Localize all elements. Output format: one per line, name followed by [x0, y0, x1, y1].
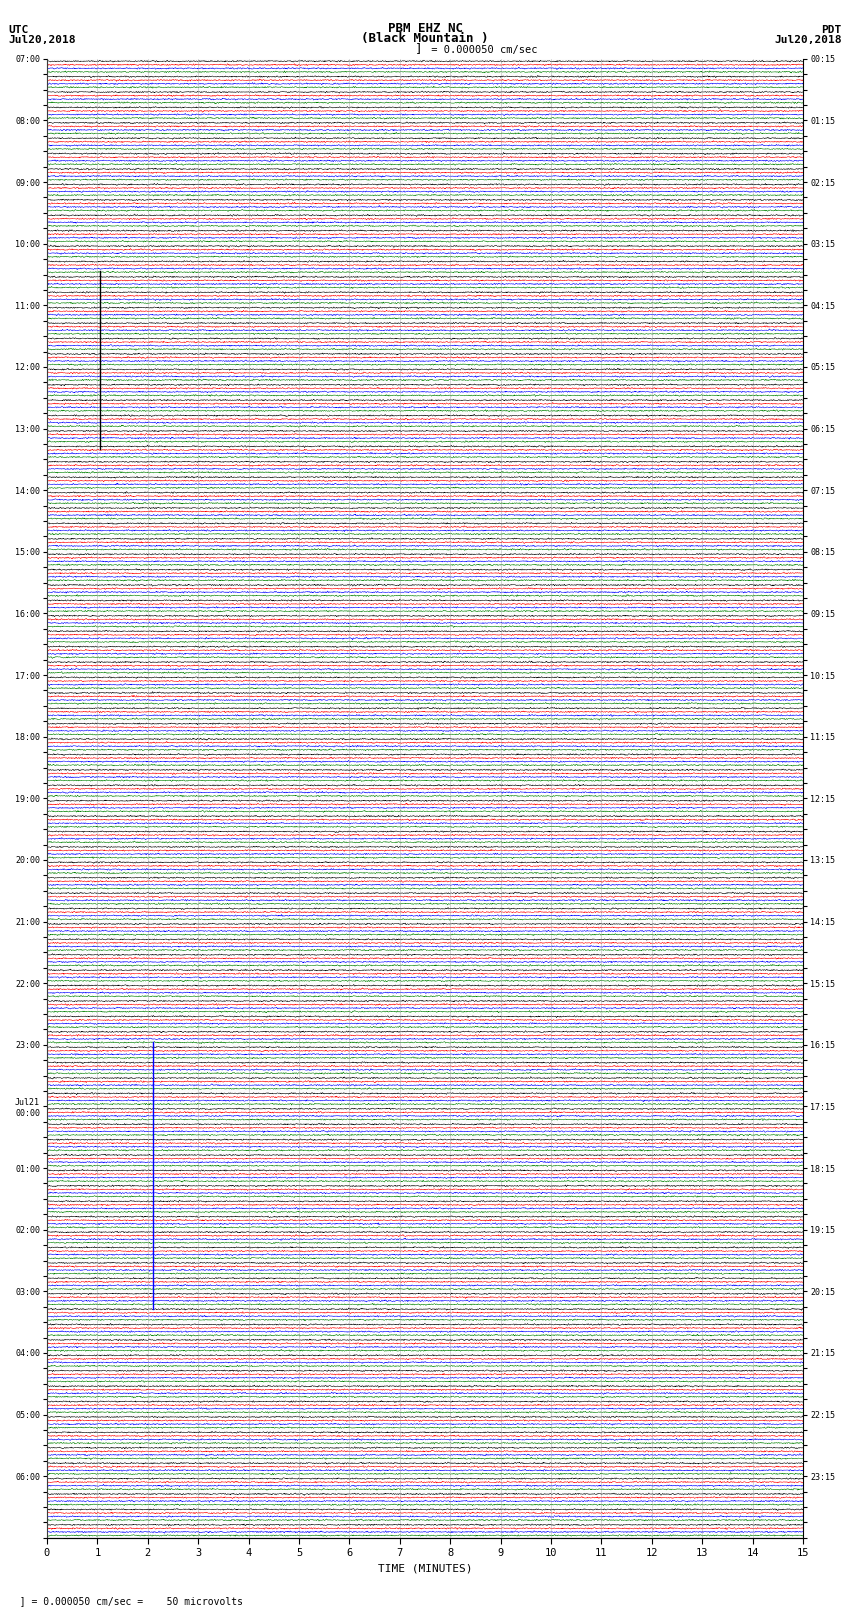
Text: ] = 0.000050 cm/sec =    50 microvolts: ] = 0.000050 cm/sec = 50 microvolts — [8, 1597, 243, 1607]
Text: PBM EHZ NC: PBM EHZ NC — [388, 23, 462, 35]
X-axis label: TIME (MINUTES): TIME (MINUTES) — [377, 1565, 473, 1574]
Text: PDT: PDT — [821, 26, 842, 35]
Text: Jul20,2018: Jul20,2018 — [774, 35, 842, 45]
Text: Jul20,2018: Jul20,2018 — [8, 35, 76, 45]
Text: ]: ] — [415, 42, 422, 55]
Text: UTC: UTC — [8, 26, 29, 35]
Text: = 0.000050 cm/sec: = 0.000050 cm/sec — [425, 45, 537, 55]
Text: (Black Mountain ): (Black Mountain ) — [361, 32, 489, 45]
